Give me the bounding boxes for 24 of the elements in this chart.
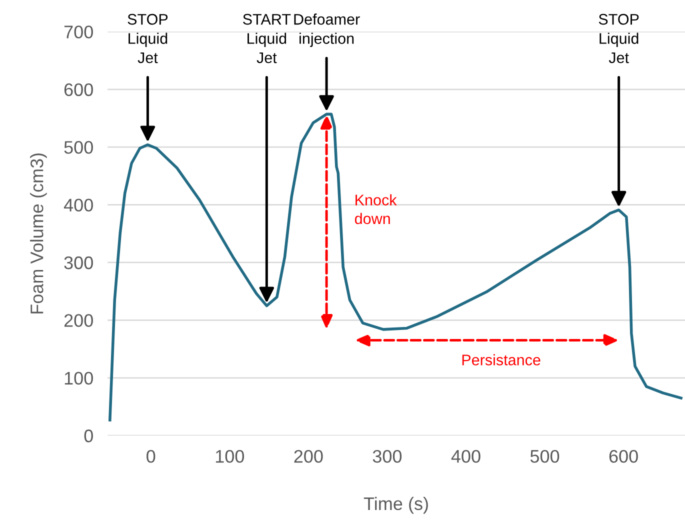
x-tick-label: 0 — [146, 450, 156, 463]
line-series — [108, 112, 682, 422]
y-tick-label: 500 — [64, 141, 93, 154]
annotation: Persistance — [462, 354, 540, 366]
y-tick-label: 700 — [64, 26, 93, 38]
x-tick-label: 600 — [609, 450, 638, 463]
x-tick-label: 100 — [216, 450, 244, 463]
y-tick-label: 400 — [64, 198, 93, 212]
y-tick-label: 600 — [64, 83, 93, 96]
annotation: STOP Liquid Jet — [128, 14, 168, 64]
x-tick-label: 400 — [451, 450, 480, 463]
x-tick-label: 500 — [530, 450, 560, 463]
y-tick-label: 300 — [64, 256, 93, 270]
annotation: START Liquid Jet — [243, 14, 291, 64]
annotation: Knock down — [354, 194, 397, 224]
x-tick-label: 200 — [294, 450, 323, 463]
y-tick-label: 0 — [84, 430, 93, 442]
y-axis-title: Foam Volume (cm3) — [30, 153, 47, 314]
y-tick-label: 100 — [64, 372, 93, 385]
y-tick-label: 200 — [64, 314, 93, 327]
x-tick-label: 300 — [372, 450, 402, 463]
annotation: Defoamer injection — [294, 14, 360, 47]
x-axis-title: Time (s) — [364, 496, 428, 514]
annotation: STOP Liquid Jet — [598, 14, 639, 64]
